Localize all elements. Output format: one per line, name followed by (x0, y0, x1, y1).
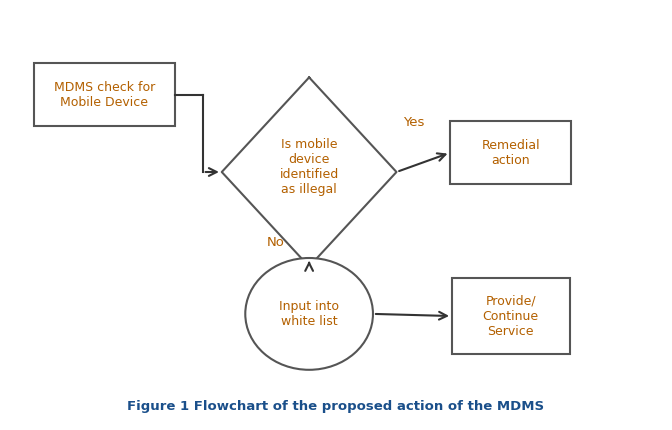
Text: Provide/
Continue
Service: Provide/ Continue Service (482, 295, 539, 338)
FancyBboxPatch shape (452, 279, 569, 353)
Text: Is mobile
device
identified
as illegal: Is mobile device identified as illegal (280, 138, 339, 196)
Text: Remedial
action: Remedial action (481, 138, 540, 167)
FancyBboxPatch shape (450, 122, 571, 184)
Text: Figure 1 Flowchart of the proposed action of the MDMS: Figure 1 Flowchart of the proposed actio… (128, 400, 544, 413)
Text: Input into
white list: Input into white list (279, 300, 339, 328)
Ellipse shape (245, 258, 373, 370)
FancyBboxPatch shape (34, 63, 175, 126)
Text: No: No (267, 237, 284, 249)
Text: MDMS check for
Mobile Device: MDMS check for Mobile Device (54, 80, 155, 109)
Text: Yes: Yes (403, 116, 424, 129)
